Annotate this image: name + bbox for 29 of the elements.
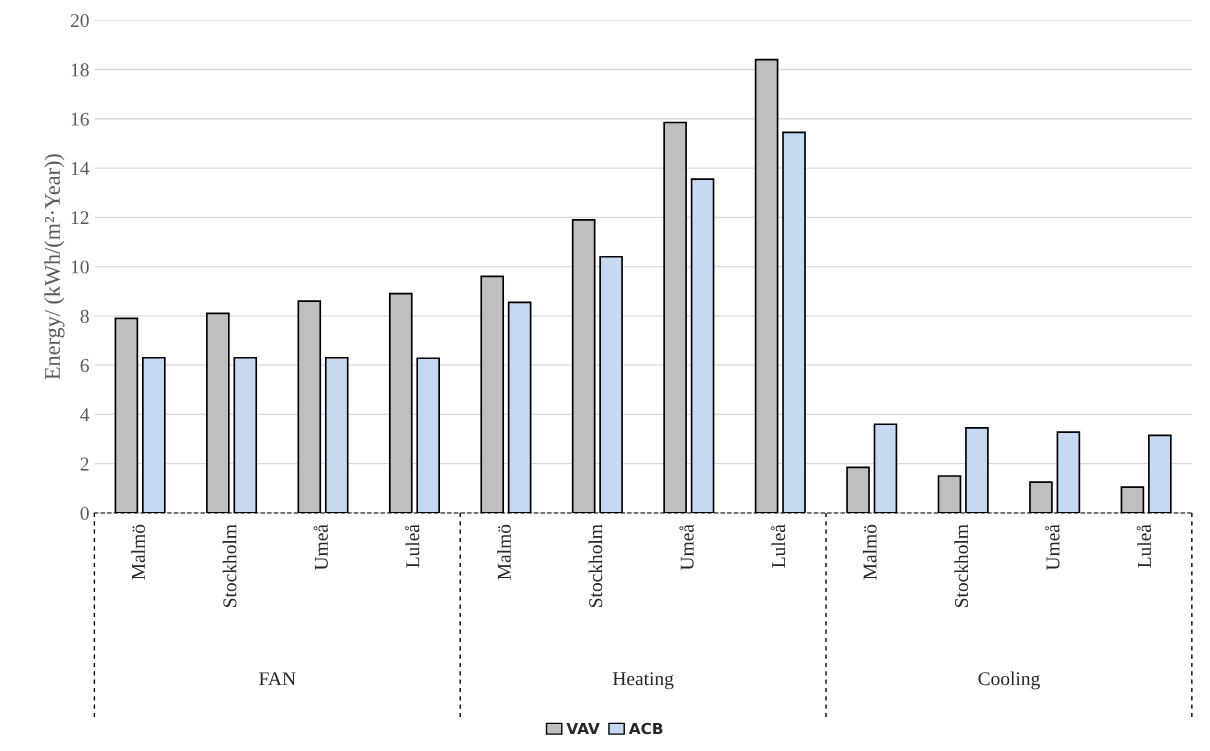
y-axis-title: Energy/ (kWh/(m²·Year)) <box>44 154 65 380</box>
legend-label: VAV <box>566 722 600 735</box>
y-tick-label: 0 <box>80 506 89 520</box>
y-tick-label: 10 <box>71 260 89 274</box>
y-tick-label: 4 <box>80 408 90 422</box>
x-tick-label: Umeå <box>679 524 694 571</box>
y-tick-label: 18 <box>71 63 89 77</box>
y-tick-label: 12 <box>71 211 89 225</box>
x-tick-label: Luleå <box>405 524 420 568</box>
x-tick-label: Umeå <box>1045 524 1060 571</box>
y-tick-label: 8 <box>80 309 89 323</box>
y-tick-label: 20 <box>70 14 89 28</box>
y-tick-label: 14 <box>71 161 90 175</box>
text: Cooling <box>978 671 1040 690</box>
y-tick-label: 2 <box>80 457 89 471</box>
x-tick-label: Luleå <box>770 524 786 568</box>
x-tick-label: Malmö <box>131 524 145 580</box>
x-tick-label: Umeå <box>313 524 328 571</box>
x-tick-label: Stockholm <box>222 524 237 608</box>
x-tick-label: Malmö <box>862 524 877 580</box>
legend-label: ACB <box>628 722 663 735</box>
text: Heating <box>612 672 674 690</box>
text: FAN <box>259 672 296 686</box>
y-tick-label: 16 <box>71 112 89 126</box>
x-tick-label: Stockholm <box>954 524 969 608</box>
x-tick-label: Luleå <box>1136 524 1151 568</box>
x-tick-label: Stockholm <box>588 524 603 608</box>
x-tick-label: Malmö <box>497 524 511 580</box>
y-tick-label: 6 <box>80 359 89 373</box>
